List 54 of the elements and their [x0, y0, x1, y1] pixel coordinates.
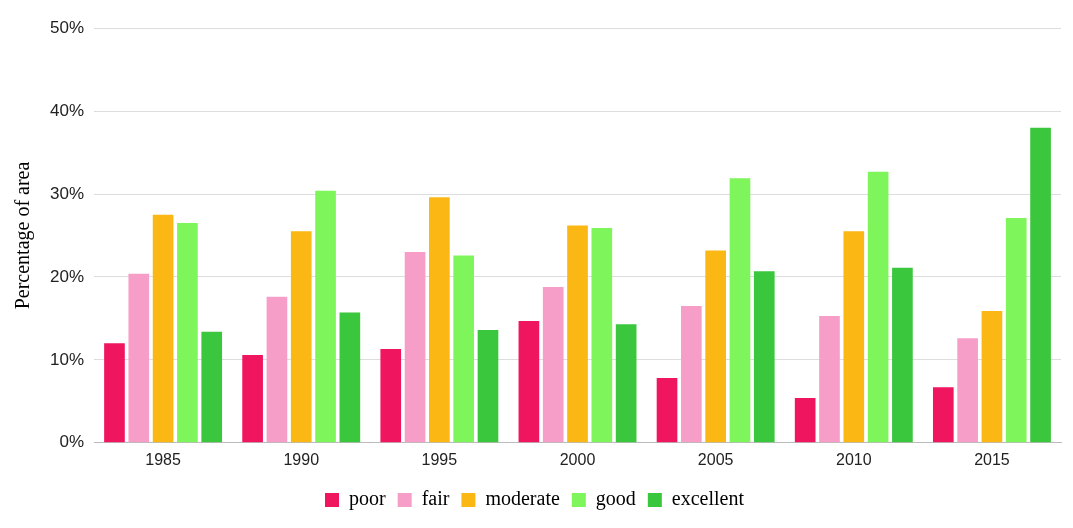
bar [104, 343, 125, 443]
y-tick-label: 40% [49, 100, 85, 120]
bar [477, 330, 499, 443]
bar [957, 338, 978, 443]
bar [152, 214, 174, 443]
bar [819, 315, 840, 443]
y-tick-label: 10% [49, 349, 85, 369]
bar [339, 312, 361, 443]
x-tick-label: 2000 [559, 450, 596, 468]
x-tick-label: 1990 [283, 450, 320, 468]
legend-label: good [595, 487, 636, 511]
bar [242, 354, 263, 443]
bar [843, 231, 865, 443]
y-tick-label: 50% [49, 17, 85, 37]
y-tick-label: 20% [49, 266, 85, 286]
bar [201, 331, 223, 443]
bar [315, 190, 336, 443]
x-tick-label: 2015 [974, 450, 1010, 468]
bar [656, 378, 678, 443]
bar [892, 267, 913, 443]
bar [981, 310, 1003, 443]
bar [404, 252, 426, 443]
bar [266, 296, 288, 443]
bar [518, 320, 540, 443]
x-tick-label: 2010 [835, 450, 872, 468]
bar [567, 225, 588, 443]
bar [1005, 218, 1027, 443]
legend-label: moderate [485, 487, 560, 510]
bar [1030, 127, 1051, 443]
bar [705, 250, 726, 443]
legend-label: excellent [671, 487, 745, 510]
bar [615, 324, 637, 443]
bar [932, 387, 954, 443]
y-tick-label: 0% [59, 432, 85, 452]
bar [867, 171, 889, 443]
y-axis-title: Percentage of area [11, 161, 35, 310]
bar [729, 178, 751, 443]
bar [429, 197, 450, 443]
bar [681, 305, 702, 443]
x-tick-label: 1995 [421, 450, 458, 468]
legend-label: fair [421, 487, 450, 510]
bar [177, 223, 198, 443]
bar [290, 231, 312, 443]
bar [753, 271, 775, 443]
bar [591, 228, 613, 443]
x-tick-label: 1985 [145, 450, 181, 468]
y-tick-label: 30% [49, 183, 85, 203]
legend-label: poor [349, 487, 386, 511]
bar [794, 398, 816, 443]
bar [128, 273, 150, 443]
x-tick-label: 2005 [697, 450, 734, 468]
bar [380, 349, 402, 443]
bar [453, 255, 475, 443]
bar [542, 286, 564, 443]
